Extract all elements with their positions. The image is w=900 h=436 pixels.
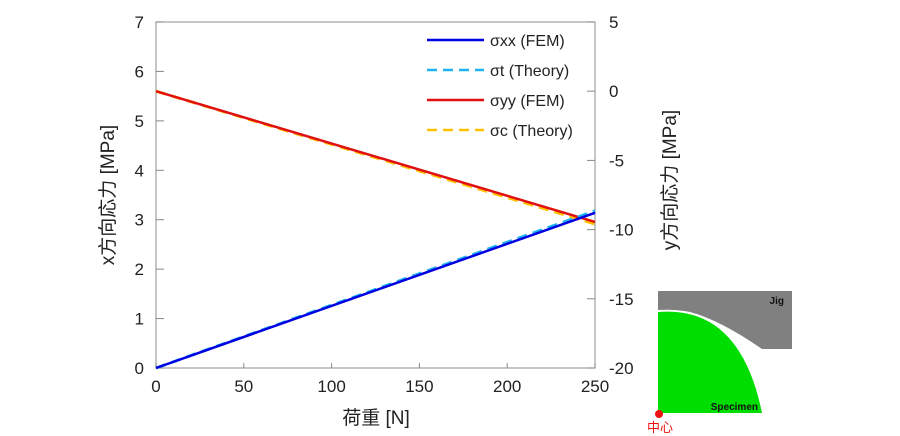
y-left-tick-label: 3	[135, 211, 144, 230]
y-right-tick-label: -5	[609, 151, 624, 170]
center-label: 中心	[647, 420, 673, 435]
specimen-shape	[658, 311, 762, 413]
series-line-2	[155, 90, 596, 224]
y-left-tick-label: 2	[135, 260, 144, 279]
jig-shape	[658, 291, 792, 349]
specimen-inset: Jig Specimen 中心	[647, 291, 792, 435]
jig-label: Jig	[770, 296, 784, 307]
y-right-axis-label: y方向応力 [MPa]	[659, 110, 681, 250]
y-left-tick-label: 7	[135, 13, 144, 32]
legend-label-2: σyy (FEM)	[490, 93, 565, 110]
y-left-tick-label: 4	[135, 161, 144, 180]
y-right-tick-label: 5	[609, 13, 618, 32]
x-tick-label: 0	[151, 377, 160, 396]
y-left-axis-label: x方向応力 [MPa]	[97, 125, 119, 265]
x-tick-label: 150	[405, 377, 433, 396]
legend-label-1: σt (Theory)	[490, 63, 569, 80]
y-right-tick-label: -15	[609, 290, 634, 309]
y-left-tick-label: 5	[135, 112, 144, 131]
plot-frame	[155, 21, 596, 369]
x-tick-label: 250	[581, 377, 609, 396]
x-tick-label: 100	[317, 377, 345, 396]
y-right-tick-label: -10	[609, 221, 634, 240]
legend-label-3: σc (Theory)	[490, 123, 573, 140]
x-tick-label: 50	[234, 377, 253, 396]
series-line-0	[155, 211, 596, 370]
y-right-tick-label: -20	[609, 359, 634, 378]
y-left-tick-label: 6	[135, 62, 144, 81]
center-point	[655, 410, 663, 418]
specimen-label: Specimen	[711, 402, 758, 413]
x-axis-label: 荷重 [N]	[342, 407, 410, 429]
y-left-tick-label: 1	[135, 310, 144, 329]
x-tick-label: 200	[493, 377, 521, 396]
legend-label-0: σxx (FEM)	[490, 33, 565, 50]
y-right-tick-label: 0	[609, 82, 618, 101]
y-left-tick-label: 0	[135, 359, 144, 378]
